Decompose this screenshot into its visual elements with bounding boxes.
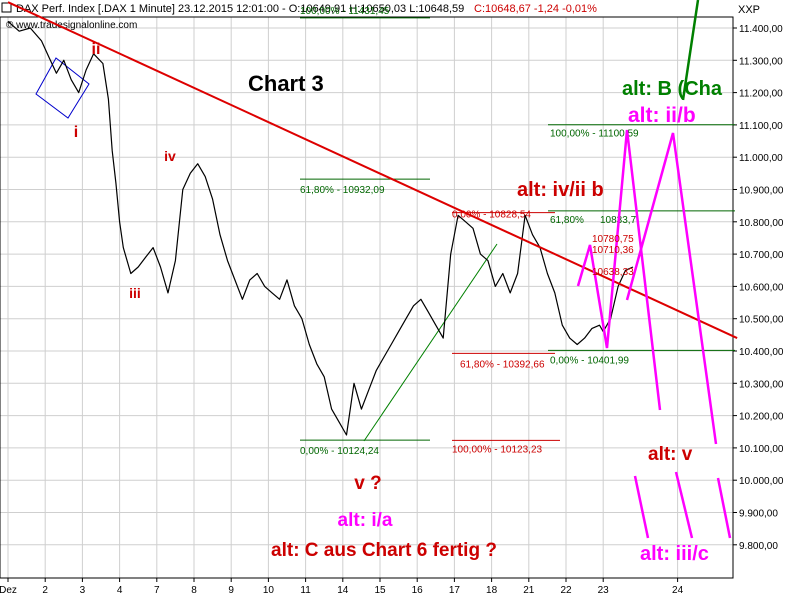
x-tick-label-17: 24 (672, 585, 684, 596)
fib-label-2: 0,00% - 10124,24 (300, 446, 379, 457)
price-series-0 (7, 21, 604, 436)
x-tick-label-12: 17 (449, 585, 461, 596)
x-tick-label-7: 10 (263, 585, 275, 596)
y-tick-label-8: 10.600,00 (739, 282, 784, 293)
annotation-11: alt: iii/c (640, 543, 709, 565)
y-tick-label-12: 10.200,00 (739, 412, 784, 423)
y-tick-label-6: 10.800,00 (739, 218, 784, 229)
scenario-green-path (681, 0, 700, 101)
y-tick-label-0: 11.400,00 (739, 24, 783, 35)
fib-label-3: 0,00% - 10828,54 (452, 210, 531, 221)
grid (0, 17, 733, 578)
y-tick-label-7: 10.700,00 (739, 250, 784, 261)
watermark: © www.tradesignalonline.com (6, 20, 137, 31)
x-tick-label-16: 23 (598, 585, 610, 596)
y-tick-label-11: 10.300,00 (739, 379, 784, 390)
scenario-magenta-path-2 (625, 132, 718, 445)
y-tick-label-13: 10.100,00 (739, 444, 784, 455)
x-tick-label-0: Dez (0, 585, 17, 596)
x-tick-label-8: 11 (300, 585, 311, 596)
chart-title: Chart 3 (248, 71, 324, 96)
x-tick-label-9: 14 (337, 585, 349, 596)
price-mark-1: 10710,36 (592, 245, 634, 256)
header-change: C:10648,67 -1,24 -0,01% (474, 3, 597, 15)
y-tick-label-9: 10.500,00 (739, 315, 784, 326)
y-tick-label-5: 10.900,00 (739, 186, 784, 197)
y-tick-label-4: 11.000,00 (739, 153, 783, 164)
y-tick-label-3: 11.100,00 (739, 121, 783, 132)
x-tick-label-14: 21 (523, 585, 535, 596)
scenario-magenta-dash-2 (674, 471, 694, 539)
annotation-7: alt: iv/ii b (517, 179, 604, 201)
annotation-0: ii (92, 41, 101, 58)
annotation-8: alt: B (Cha (622, 78, 723, 100)
header-title: DAX Perf. Index [.DAX 1 Minute] 23.12.20… (16, 3, 464, 15)
annotation-5: alt: i/a (338, 510, 393, 531)
price-mark-2: 10638,33 (592, 267, 634, 278)
annotation-4: v ? (354, 473, 381, 494)
x-tick-label-10: 15 (374, 585, 386, 596)
x-tick-label-13: 18 (486, 585, 498, 596)
x-tick-label-5: 8 (191, 585, 197, 596)
x-tick-label-15: 22 (560, 585, 572, 596)
x-tick-label-3: 4 (117, 585, 123, 596)
annotation-10: alt: v (648, 444, 693, 465)
annotation-3: iii (129, 285, 141, 301)
annotation-9: alt: ii/b (628, 104, 696, 127)
fib-label-4: 61,80% - 10392,66 (460, 359, 545, 370)
annotation-6: alt: C aus Chart 6 fertig ? (271, 540, 497, 561)
price-mark-0: 10780,75 (592, 234, 634, 245)
y-tick-label-15: 9.900,00 (739, 509, 778, 520)
x-tick-label-1: 2 (42, 585, 48, 596)
x-tick-label-11: 16 (412, 585, 424, 596)
fib-label-1: 61,80% - 10932,09 (300, 185, 385, 196)
fib-label-5: 100,00% - 10123,23 (452, 444, 543, 455)
trendline (7, 1, 738, 339)
y-axis-label: XXP (738, 4, 760, 16)
y-tick-label-1: 11.300,00 (739, 56, 783, 67)
x-tick-label-6: 9 (228, 585, 234, 596)
fib-label-9: 0,00% - 10401,99 (550, 355, 629, 366)
fib-label-0: 100,00% - 11431,45 (300, 6, 390, 17)
helper-line (363, 243, 498, 442)
y-tick-label-2: 11.200,00 (739, 89, 783, 100)
x-tick-label-2: 3 (80, 585, 86, 596)
annotation-1: i (74, 124, 78, 141)
scenario-magenta-dash-1 (633, 475, 650, 539)
fib-label-6: 100,00% - 11100,59 (550, 129, 639, 140)
wave-ii-channel (35, 57, 90, 119)
scenario-magenta-dash-3 (716, 477, 732, 539)
y-tick-label-14: 10.000,00 (739, 476, 784, 487)
scenario-magenta-path-1 (576, 129, 662, 411)
y-tick-label-10: 10.400,00 (739, 347, 784, 358)
x-ticks: Dez 2 3 4 7 8 9 10 11 14 15 16 17 18 21 22 23 24 (0, 578, 684, 596)
annotation-2: iv (164, 148, 176, 164)
fib-label-7: 61,80% (550, 215, 584, 226)
y-ticks: 11.400,00 11.300,00 11.200,00 11.100,00 11.0… (733, 24, 784, 552)
x-tick-label-4: 7 (154, 585, 160, 596)
y-tick-label-16: 9.800,00 (739, 541, 778, 552)
header-swatch (1, 2, 12, 13)
